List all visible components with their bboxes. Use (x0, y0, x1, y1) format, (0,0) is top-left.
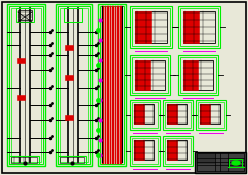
Bar (167, 140, 187, 160)
Bar (183, 11, 215, 43)
Bar (132, 102, 158, 128)
Bar (11, 8, 41, 162)
Bar (195, 152, 246, 173)
Bar (102, 6, 103, 164)
Bar (58, 6, 90, 164)
Bar (130, 6, 172, 48)
Bar (198, 102, 224, 128)
Bar (60, 157, 84, 163)
Bar (17, 58, 25, 63)
Bar (180, 57, 216, 93)
Bar (197, 153, 244, 171)
Bar (118, 6, 119, 164)
Bar (16, 8, 34, 22)
Bar (134, 140, 154, 160)
Bar (17, 95, 25, 100)
Bar (183, 11, 199, 43)
Bar (167, 140, 177, 160)
Bar (135, 11, 151, 43)
Bar (65, 45, 73, 50)
Bar (200, 104, 220, 124)
Bar (183, 60, 213, 90)
Bar (110, 6, 111, 164)
Bar (64, 8, 82, 22)
Bar (165, 102, 191, 128)
Ellipse shape (232, 161, 240, 165)
Bar (134, 140, 144, 160)
Bar (115, 6, 116, 164)
Bar (200, 104, 210, 124)
Bar (180, 8, 218, 46)
Bar (135, 60, 165, 90)
Bar (130, 136, 160, 166)
Bar (132, 138, 158, 164)
Bar (7, 4, 45, 166)
Bar (135, 60, 150, 90)
Bar (178, 6, 220, 48)
Bar (165, 138, 191, 164)
Bar (65, 75, 73, 80)
Bar (183, 60, 198, 90)
Bar (9, 156, 39, 164)
Bar (132, 8, 170, 46)
Bar (134, 104, 144, 124)
Bar (196, 100, 226, 130)
Bar (130, 100, 160, 130)
Bar (56, 4, 92, 166)
Bar (100, 6, 124, 164)
Bar (9, 6, 43, 164)
Bar (120, 6, 122, 164)
Bar (11, 157, 37, 163)
Bar (134, 104, 154, 124)
Bar (163, 100, 193, 130)
Bar (167, 104, 177, 124)
Bar (98, 4, 126, 166)
Bar (132, 57, 168, 93)
Bar (18, 10, 32, 20)
Bar (65, 115, 73, 120)
Bar (178, 55, 218, 95)
Bar (105, 6, 106, 164)
Bar (107, 6, 109, 164)
Bar (112, 6, 114, 164)
Bar (58, 156, 86, 164)
Bar (229, 159, 242, 167)
Bar (60, 8, 88, 162)
Bar (167, 104, 187, 124)
Bar (163, 136, 193, 166)
Bar (135, 11, 167, 43)
Bar (130, 55, 170, 95)
